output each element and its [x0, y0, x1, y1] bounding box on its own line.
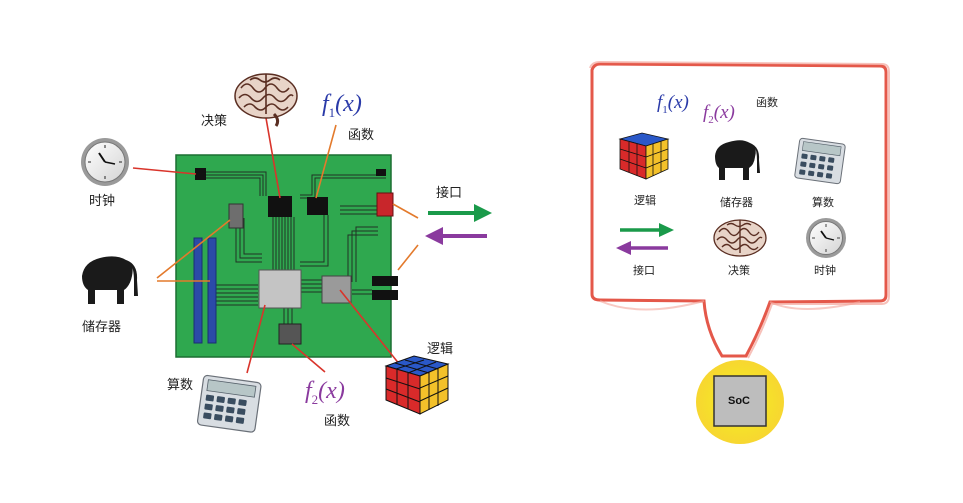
- clock-label: 时钟: [89, 194, 116, 209]
- soc-chip: [696, 360, 784, 444]
- logic-chip: [321, 275, 352, 304]
- soc-bubble: [589, 60, 890, 359]
- cpu-chip: [258, 269, 302, 309]
- bubble-f2-sub: 2: [708, 113, 714, 126]
- arithmetic-label: 算数: [167, 378, 194, 393]
- f2-arg: (x): [318, 378, 345, 404]
- arrow-right-icon-small: [620, 223, 674, 237]
- f2-sub: 2: [311, 391, 319, 407]
- clock-pointer: [132, 167, 197, 175]
- bubble-decision-label: 决策: [728, 264, 750, 277]
- decision-label: 决策: [201, 114, 228, 129]
- arithmetic-pointer: [246, 304, 266, 374]
- bubble-f1-sub: 1: [662, 103, 668, 116]
- decision-pointer: [265, 117, 281, 199]
- f1-base: f: [322, 91, 329, 117]
- elephant-icon: [82, 256, 138, 304]
- bubble-f1-arg: (x): [667, 92, 689, 113]
- clock-chip: [195, 168, 206, 180]
- brain-icon: [234, 73, 298, 127]
- function2-label: 函数: [324, 414, 351, 429]
- logic-label: 逻辑: [427, 342, 454, 357]
- io-port-1: [372, 276, 398, 286]
- logic-pointer: [339, 289, 401, 366]
- calculator-icon-small: [794, 137, 846, 185]
- bubble-f1-base: f: [657, 92, 663, 113]
- storage-label: 储存器: [82, 320, 122, 335]
- f1-formula: f1(x): [322, 91, 362, 121]
- bubble-logic-label: 逻辑: [634, 194, 656, 207]
- ram-slot-2: [207, 237, 217, 344]
- ram-slot-1: [193, 237, 203, 344]
- bubble-clock-label: 时钟: [814, 264, 836, 277]
- f1-arg: (x): [335, 91, 362, 117]
- interface-pointer-2: [397, 244, 419, 271]
- io-port-2: [372, 290, 398, 300]
- calculator-icon: [196, 374, 262, 433]
- memory-controller-chip: [228, 203, 244, 229]
- function2-pointer: [291, 343, 326, 373]
- bubble-f2-formula: f2(x): [703, 102, 735, 126]
- function-chip-1: [307, 197, 328, 215]
- interface-label: 接口: [436, 186, 463, 201]
- bubble-interface-label: 接口: [633, 264, 655, 277]
- interface-pointer-1: [392, 203, 419, 219]
- circuit-board: [175, 154, 398, 358]
- rubiks-cube-icon: [384, 355, 450, 415]
- elephant-icon-small: [715, 140, 760, 180]
- decision-chip: [268, 196, 292, 217]
- function1-pointer: [315, 124, 337, 199]
- storage-pointer-1: [156, 219, 231, 279]
- arrow-left-icon-small: [616, 241, 668, 255]
- bubble-f2-arg: (x): [713, 102, 735, 123]
- bubble-f1-formula: f1(x): [657, 92, 689, 116]
- soc-label: SoC: [728, 395, 750, 407]
- function-chip-2: [278, 323, 302, 345]
- interface-chip: [376, 192, 394, 217]
- brain-icon-small: [713, 219, 767, 257]
- f2-base: f: [305, 378, 312, 404]
- arrow-right-icon: [428, 204, 492, 222]
- bubble-arithmetic-label: 算数: [812, 196, 834, 209]
- bubble-function-label: 函数: [756, 96, 778, 109]
- clock-icon: [81, 138, 129, 186]
- arrow-left-icon: [425, 227, 487, 245]
- f1-sub: 1: [328, 104, 336, 120]
- bubble-f2-base: f: [703, 102, 709, 123]
- clock-icon-small: [806, 218, 846, 258]
- rubiks-cube-icon-small: [618, 132, 670, 180]
- function-label: 函数: [348, 128, 375, 143]
- bubble-storage-label: 储存器: [720, 196, 753, 209]
- f2-formula: f2(x): [305, 378, 345, 408]
